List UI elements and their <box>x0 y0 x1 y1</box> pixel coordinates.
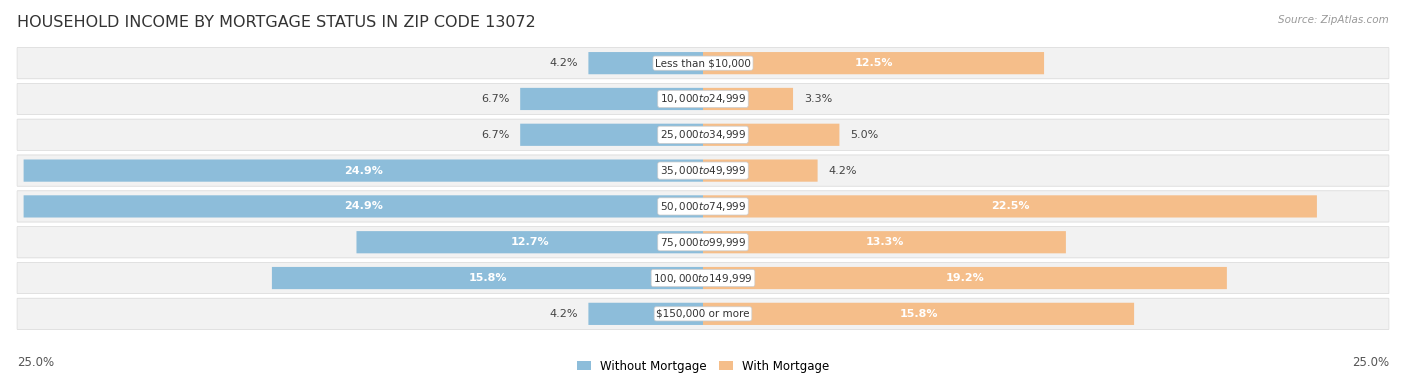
FancyBboxPatch shape <box>17 119 1389 151</box>
FancyBboxPatch shape <box>17 226 1389 258</box>
Text: 25.0%: 25.0% <box>1353 357 1389 369</box>
Legend: Without Mortgage, With Mortgage: Without Mortgage, With Mortgage <box>572 355 834 377</box>
Text: 24.9%: 24.9% <box>344 166 382 176</box>
Text: $25,000 to $34,999: $25,000 to $34,999 <box>659 128 747 141</box>
FancyBboxPatch shape <box>17 47 1389 79</box>
FancyBboxPatch shape <box>588 303 703 325</box>
FancyBboxPatch shape <box>703 124 839 146</box>
FancyBboxPatch shape <box>17 191 1389 222</box>
FancyBboxPatch shape <box>703 159 818 182</box>
FancyBboxPatch shape <box>703 88 793 110</box>
Text: $50,000 to $74,999: $50,000 to $74,999 <box>659 200 747 213</box>
FancyBboxPatch shape <box>703 195 1317 218</box>
Text: $75,000 to $99,999: $75,000 to $99,999 <box>659 236 747 249</box>
FancyBboxPatch shape <box>17 119 1389 150</box>
FancyBboxPatch shape <box>703 303 1135 325</box>
FancyBboxPatch shape <box>703 267 1227 289</box>
Text: $100,000 to $149,999: $100,000 to $149,999 <box>654 271 752 285</box>
FancyBboxPatch shape <box>357 231 703 253</box>
Text: 12.7%: 12.7% <box>510 237 550 247</box>
FancyBboxPatch shape <box>271 267 703 289</box>
FancyBboxPatch shape <box>17 262 1389 294</box>
FancyBboxPatch shape <box>17 48 1389 79</box>
Text: Source: ZipAtlas.com: Source: ZipAtlas.com <box>1278 15 1389 25</box>
FancyBboxPatch shape <box>17 83 1389 115</box>
FancyBboxPatch shape <box>17 227 1389 258</box>
FancyBboxPatch shape <box>520 124 703 146</box>
Text: HOUSEHOLD INCOME BY MORTGAGE STATUS IN ZIP CODE 13072: HOUSEHOLD INCOME BY MORTGAGE STATUS IN Z… <box>17 15 536 30</box>
FancyBboxPatch shape <box>703 52 1045 74</box>
FancyBboxPatch shape <box>520 88 703 110</box>
Text: 3.3%: 3.3% <box>804 94 832 104</box>
Text: $10,000 to $24,999: $10,000 to $24,999 <box>659 92 747 106</box>
Text: 19.2%: 19.2% <box>946 273 984 283</box>
Text: 24.9%: 24.9% <box>344 201 382 211</box>
FancyBboxPatch shape <box>17 155 1389 187</box>
FancyBboxPatch shape <box>24 159 703 182</box>
Text: 15.8%: 15.8% <box>468 273 506 283</box>
FancyBboxPatch shape <box>17 83 1389 115</box>
FancyBboxPatch shape <box>17 155 1389 186</box>
Text: 12.5%: 12.5% <box>855 58 893 68</box>
Text: $35,000 to $49,999: $35,000 to $49,999 <box>659 164 747 177</box>
FancyBboxPatch shape <box>17 190 1389 222</box>
FancyBboxPatch shape <box>24 195 703 218</box>
Text: 15.8%: 15.8% <box>900 309 938 319</box>
Text: 4.2%: 4.2% <box>828 166 858 176</box>
Text: 6.7%: 6.7% <box>481 130 509 140</box>
FancyBboxPatch shape <box>17 262 1389 294</box>
FancyBboxPatch shape <box>588 52 703 74</box>
Text: 22.5%: 22.5% <box>991 201 1029 211</box>
Text: 5.0%: 5.0% <box>851 130 879 140</box>
Text: $150,000 or more: $150,000 or more <box>657 309 749 319</box>
FancyBboxPatch shape <box>17 298 1389 330</box>
Text: 4.2%: 4.2% <box>548 309 578 319</box>
Text: Less than $10,000: Less than $10,000 <box>655 58 751 68</box>
Text: 13.3%: 13.3% <box>865 237 904 247</box>
FancyBboxPatch shape <box>17 298 1389 329</box>
Text: 25.0%: 25.0% <box>17 357 53 369</box>
Text: 4.2%: 4.2% <box>548 58 578 68</box>
Text: 6.7%: 6.7% <box>481 94 509 104</box>
FancyBboxPatch shape <box>703 231 1066 253</box>
